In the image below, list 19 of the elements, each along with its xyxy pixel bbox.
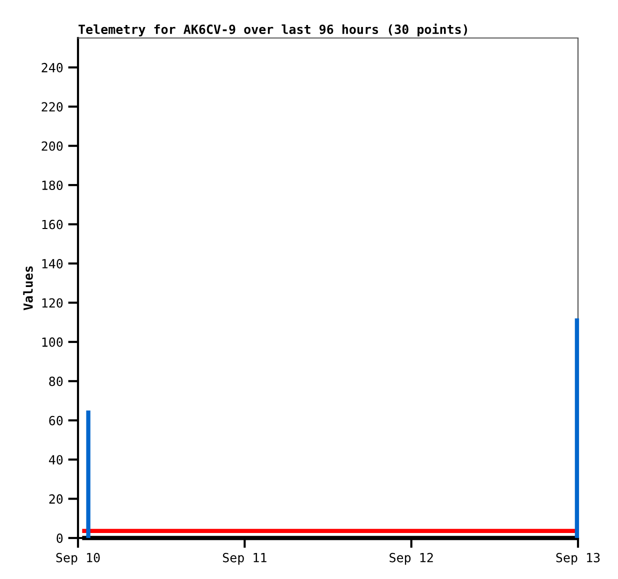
y-tick-label: 160 [42, 220, 63, 230]
y-tick-label: 20 [49, 494, 63, 504]
y-tick-label: 240 [42, 62, 63, 72]
y-tick-label: 80 [49, 376, 63, 386]
y-tick-label: 200 [42, 141, 63, 151]
chart-title: Telemetry for AK6CV-9 over last 96 hours (30 points) [78, 24, 467, 36]
x-tick-label: Sep 12 [390, 552, 433, 565]
y-axis-title: Values [23, 266, 33, 310]
x-tick-label: Sep 10 [56, 552, 100, 565]
x-tick-label: Sep 11 [222, 552, 266, 565]
y-tick-label: 100 [42, 337, 63, 347]
y-tick-label: 140 [42, 258, 63, 268]
y-tick-label: 180 [42, 180, 63, 190]
y-tick-label: 40 [48, 455, 63, 465]
y-tick-label: 220 [42, 102, 63, 112]
y-tick-label: 0 [56, 534, 63, 543]
y-tick-label: 120 [42, 298, 63, 308]
y-tick-label: 60 [49, 416, 63, 426]
x-tick-label: Sep 13 [556, 552, 600, 565]
